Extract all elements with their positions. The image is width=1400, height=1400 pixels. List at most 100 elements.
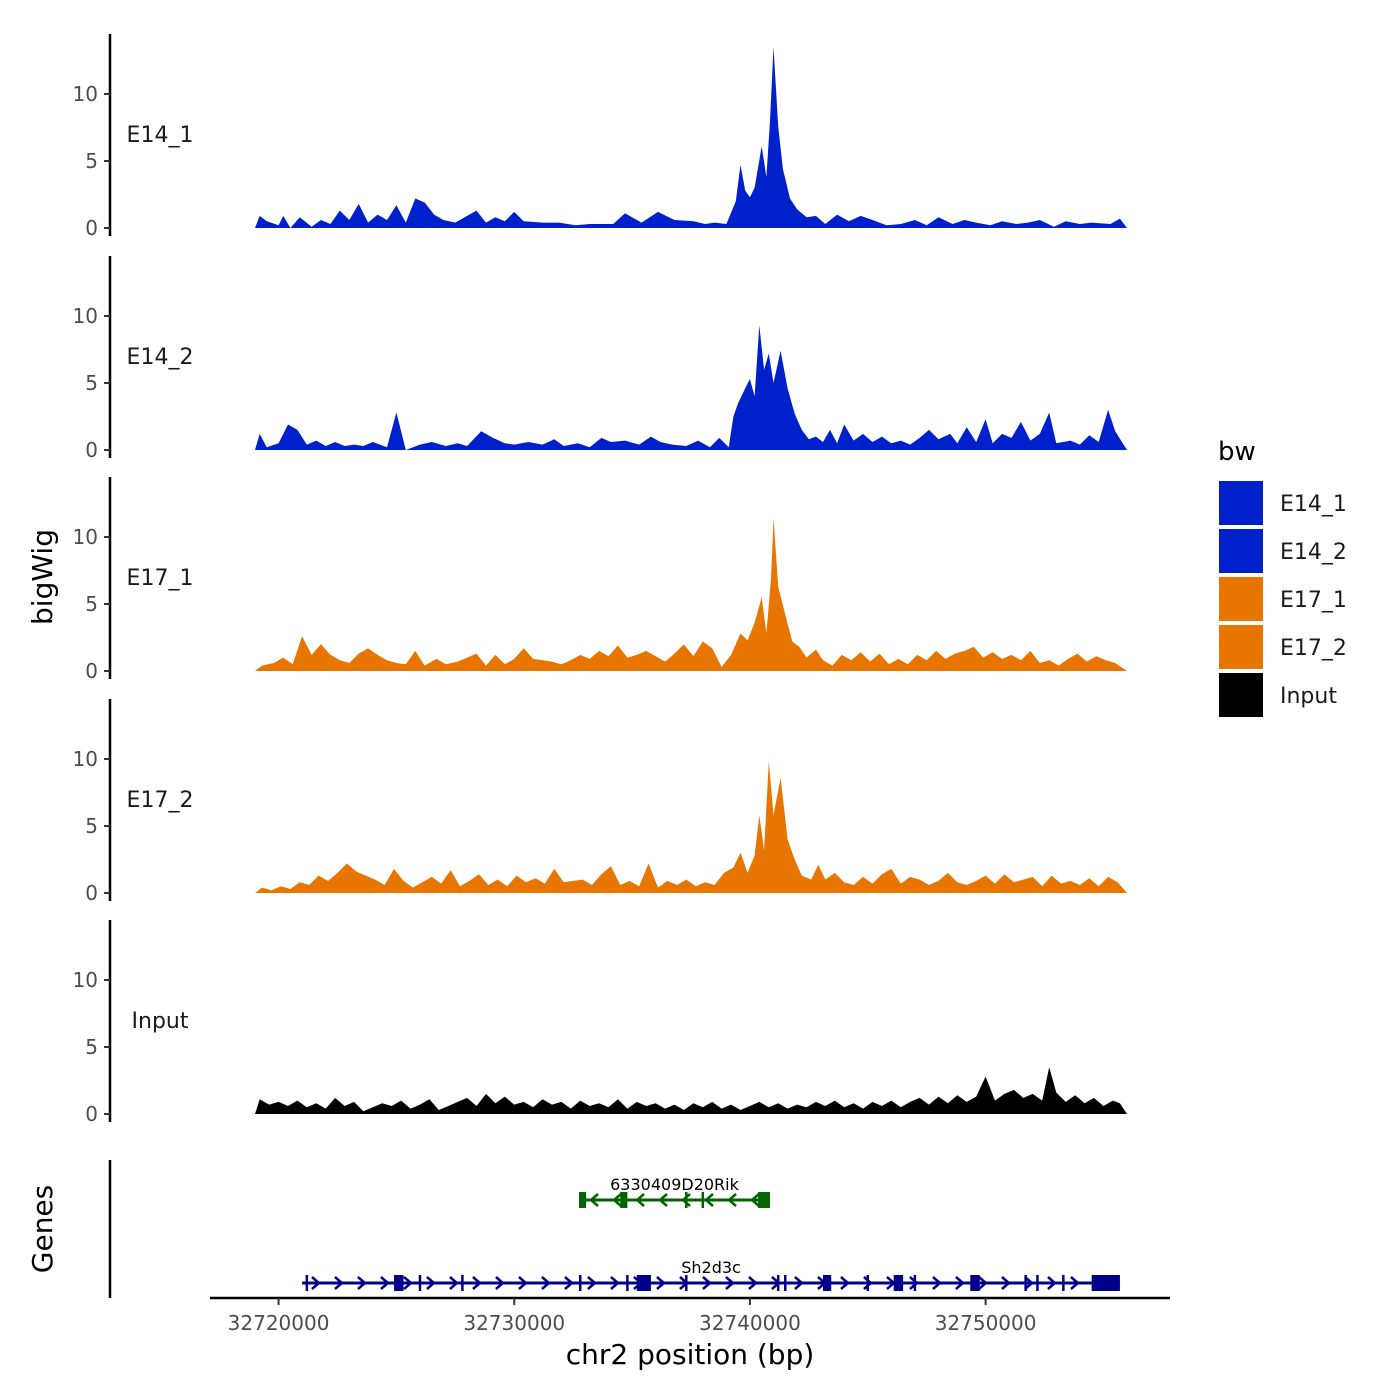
strand-arrow: [472, 1276, 482, 1290]
x-tick-label: 32720000: [228, 1311, 330, 1335]
strand-arrow: [1070, 1276, 1080, 1290]
y-axis-title: bigWig: [26, 529, 59, 625]
strand-arrow: [909, 1276, 919, 1290]
signal-area-e17-2: [255, 761, 1127, 893]
exon: [394, 1275, 404, 1291]
legend-entry-e17-2: E17_2: [1217, 623, 1347, 671]
strand-arrow: [426, 1276, 436, 1290]
strand-arrow: [541, 1276, 551, 1290]
strand-arrow: [612, 1193, 622, 1207]
gene-panel: 6330409D20Rik Sh2d3c: [108, 1160, 1120, 1298]
legend-label: E17_2: [1280, 636, 1347, 661]
y-tick-label: 0: [85, 1102, 98, 1126]
strand-arrow: [635, 1193, 645, 1207]
strand-arrow: [1001, 1276, 1011, 1290]
gene-sh2d3c: Sh2d3c: [302, 1258, 1120, 1291]
strand-arrow: [564, 1276, 574, 1290]
strand-arrow: [704, 1193, 714, 1207]
exon: [758, 1192, 770, 1208]
exon: [579, 1192, 587, 1208]
signal-area-input: [255, 1067, 1127, 1114]
legend-title: bw: [1218, 437, 1256, 467]
x-tick-label: 32750000: [935, 1311, 1037, 1335]
strand-arrow: [449, 1276, 459, 1290]
exon: [822, 1275, 832, 1291]
y-tick-label: 0: [85, 438, 98, 462]
exon: [636, 1275, 651, 1291]
x-axis-title: chr2 position (bp): [566, 1338, 815, 1371]
track-label-e17-1: E17_1: [127, 566, 194, 591]
legend-label: E17_1: [1280, 588, 1347, 613]
track-input: 0 5 10 Input: [73, 920, 1127, 1126]
signal-area-e17-1: [255, 518, 1127, 671]
legend-entry-input: Input: [1217, 671, 1337, 719]
legend-entry-e14-2: E14_2: [1217, 527, 1347, 575]
strand-arrow: [725, 1276, 735, 1290]
gene-label-6330409d20rik: 6330409D20Rik: [610, 1175, 740, 1194]
strand-arrow: [311, 1276, 321, 1290]
strand-arrow: [932, 1276, 942, 1290]
strand-arrow: [840, 1276, 850, 1290]
y-tick-label: 10: [73, 525, 98, 549]
strand-arrow: [357, 1276, 367, 1290]
strand-arrow: [681, 1193, 691, 1207]
x-tick-label: 32740000: [699, 1311, 801, 1335]
y-tick-label: 10: [73, 747, 98, 771]
track-e14-1: 0 5 10 E14_1: [73, 34, 1127, 240]
legend-swatch: [1217, 527, 1265, 575]
y-tick-label: 0: [85, 659, 98, 683]
y-tick-label: 10: [73, 82, 98, 106]
y-tick-label: 10: [73, 304, 98, 328]
track-e17-2: 0 5 10 E17_2: [73, 699, 1127, 905]
exon: [970, 1275, 980, 1291]
legend-swatch: [1217, 623, 1265, 671]
exon: [620, 1192, 628, 1208]
legend-entry-e14-1: E14_1: [1217, 479, 1347, 527]
strand-arrow: [587, 1276, 597, 1290]
y-tick-label: 5: [85, 814, 98, 838]
strand-arrow: [727, 1193, 737, 1207]
y-tick-label: 5: [85, 371, 98, 395]
x-axis: 32720000 32730000 32740000 32750000: [210, 1296, 1170, 1335]
signal-area-e14-1: [255, 47, 1127, 228]
legend-label: E14_2: [1280, 540, 1347, 565]
y-tick-label: 5: [85, 592, 98, 616]
exon: [1091, 1275, 1120, 1291]
strand-arrow: [658, 1193, 668, 1207]
strand-arrow: [610, 1276, 620, 1290]
exon: [893, 1275, 904, 1291]
signal-tracks: 0 5 10 E14_1 0 5 10 E14_2 0 5 10 E17_1 0 5 10 E17_2 0 5 10…: [73, 34, 1127, 1126]
y-tick-label: 10: [73, 968, 98, 992]
strand-arrow: [1024, 1276, 1034, 1290]
y-tick-label: 0: [85, 216, 98, 240]
x-tick-label: 32730000: [463, 1311, 565, 1335]
strand-arrow: [380, 1276, 390, 1290]
legend-entry-e17-1: E17_1: [1217, 575, 1347, 623]
legend-label: Input: [1280, 684, 1337, 709]
strand-arrow: [334, 1276, 344, 1290]
strand-arrow: [978, 1276, 988, 1290]
y-tick-label: 0: [85, 881, 98, 905]
strand-arrow: [1047, 1276, 1057, 1290]
legend-swatch: [1217, 575, 1265, 623]
gene-label-sh2d3c: Sh2d3c: [681, 1258, 741, 1277]
legend-swatch: [1217, 671, 1265, 719]
track-e14-2: 0 5 10 E14_2: [73, 256, 1127, 462]
strand-arrow: [702, 1276, 712, 1290]
strand-arrow: [750, 1193, 760, 1207]
y-tick-label: 5: [85, 1035, 98, 1059]
genes-axis-title: Genes: [26, 1185, 59, 1273]
track-label-e14-1: E14_1: [127, 123, 194, 148]
legend: bw E14_1 E14_2 E17_1 E17_2 Input: [1217, 437, 1347, 719]
legend-swatch: [1217, 479, 1265, 527]
y-tick-label: 5: [85, 149, 98, 173]
legend-label: E14_1: [1280, 492, 1347, 517]
strand-arrow: [495, 1276, 505, 1290]
signal-area-e14-2: [255, 325, 1127, 450]
strand-arrow: [794, 1276, 804, 1290]
strand-arrow: [656, 1276, 666, 1290]
strand-arrow: [863, 1276, 873, 1290]
track-label-e17-2: E17_2: [127, 788, 194, 813]
strand-arrow: [748, 1276, 758, 1290]
